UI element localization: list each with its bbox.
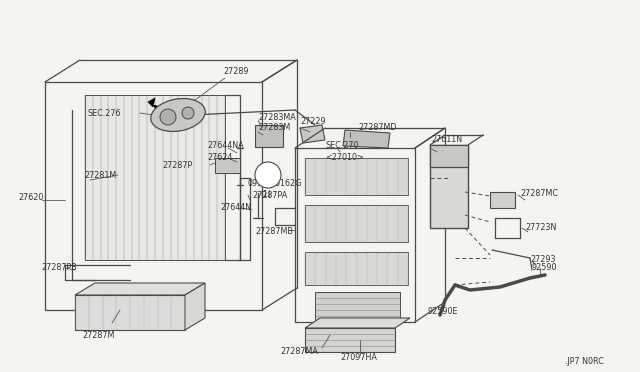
Text: .JP7 N0RC: .JP7 N0RC: [565, 357, 604, 366]
Text: 27097HA: 27097HA: [340, 353, 377, 362]
Polygon shape: [305, 328, 395, 352]
Polygon shape: [75, 295, 185, 330]
Text: 27287P: 27287P: [162, 160, 192, 170]
Polygon shape: [305, 205, 408, 242]
Text: 27287PA: 27287PA: [252, 190, 287, 199]
Text: 92590: 92590: [532, 263, 557, 273]
Text: 27287M: 27287M: [82, 330, 115, 340]
Text: SEC.270: SEC.270: [325, 141, 358, 150]
Polygon shape: [185, 283, 205, 330]
Polygon shape: [305, 318, 410, 328]
Text: 27281M: 27281M: [84, 170, 116, 180]
Text: S: S: [265, 172, 269, 178]
Polygon shape: [255, 125, 283, 147]
Text: SEC.276: SEC.276: [88, 109, 122, 118]
Text: 27644NA: 27644NA: [207, 141, 244, 150]
Text: 27287PB: 27287PB: [41, 263, 77, 273]
Circle shape: [182, 107, 194, 119]
Text: 27611N: 27611N: [431, 135, 462, 144]
Ellipse shape: [151, 99, 205, 131]
Text: <27010>: <27010>: [325, 153, 364, 161]
Polygon shape: [215, 158, 240, 173]
Text: 27287MA: 27287MA: [280, 347, 318, 356]
Text: 27644N: 27644N: [220, 202, 251, 212]
Polygon shape: [315, 292, 400, 322]
Text: 27287MB: 27287MB: [255, 228, 293, 237]
Text: 27283MA: 27283MA: [258, 112, 296, 122]
Polygon shape: [75, 283, 205, 295]
Text: 27287MD: 27287MD: [358, 122, 397, 131]
Text: 27723N: 27723N: [525, 224, 556, 232]
Text: 27283M: 27283M: [258, 124, 291, 132]
Polygon shape: [305, 158, 408, 195]
Text: (1): (1): [260, 190, 271, 199]
Polygon shape: [343, 130, 390, 148]
Polygon shape: [430, 145, 468, 228]
Text: 27620: 27620: [18, 193, 44, 202]
Polygon shape: [305, 252, 408, 285]
Text: 27624: 27624: [207, 153, 232, 161]
Text: 27287MC: 27287MC: [520, 189, 558, 198]
Circle shape: [255, 162, 281, 188]
Text: 27289: 27289: [223, 67, 248, 77]
Text: 09146-6162G: 09146-6162G: [247, 180, 301, 189]
Circle shape: [160, 109, 176, 125]
Text: 92590E: 92590E: [428, 308, 458, 317]
Polygon shape: [300, 125, 325, 143]
Polygon shape: [430, 145, 468, 167]
Polygon shape: [85, 95, 225, 260]
Text: 27229: 27229: [300, 118, 326, 126]
Polygon shape: [148, 98, 155, 107]
Polygon shape: [490, 192, 515, 208]
Text: 27293: 27293: [530, 254, 556, 263]
